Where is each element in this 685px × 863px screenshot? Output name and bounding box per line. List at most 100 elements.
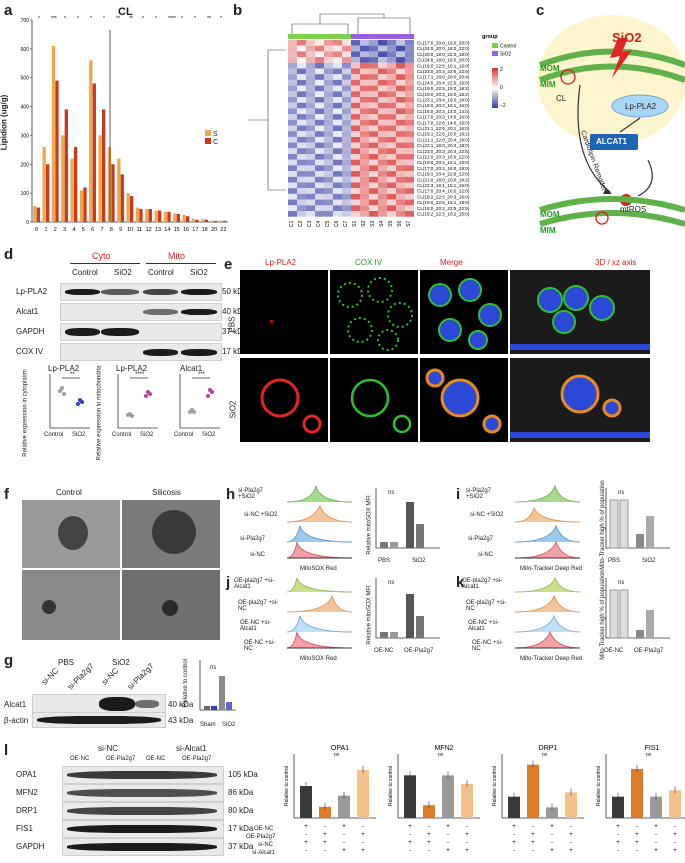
- heatmap-cell: [387, 136, 396, 143]
- heatmap-cell: [333, 79, 342, 86]
- bar-c: [167, 211, 171, 222]
- y-axis-label: Relative to control: [492, 766, 498, 806]
- group-cell: [306, 34, 315, 39]
- heatmap-cell: [306, 142, 315, 149]
- heatmap-cell: [324, 176, 333, 183]
- heatmap-cell: [333, 102, 342, 109]
- cyto-label: Cyto: [92, 251, 111, 261]
- x-axis-label: Mito-Tracker Deep Red: [520, 656, 583, 662]
- heatmap-cell: [306, 68, 315, 75]
- heatmap-cell: [378, 45, 387, 52]
- heatmap-cell: [378, 148, 387, 154]
- bar-c: [120, 174, 124, 222]
- heatmap-cell: [324, 165, 333, 172]
- cond-sign: -: [362, 840, 364, 846]
- row-label: si-NC: [478, 552, 493, 558]
- lane-4: SiO2: [190, 268, 208, 277]
- ns-label: ns: [388, 580, 395, 586]
- bar: [565, 792, 577, 818]
- heatmap-cell: [405, 211, 414, 217]
- lane-2: SiO2: [114, 268, 132, 277]
- col-label: S4: [379, 220, 385, 226]
- bar-s: [98, 135, 102, 222]
- row-label: CL(17:0_20:4_16:0_22:0): [417, 189, 470, 194]
- heatmap-cell: [306, 91, 315, 97]
- group-cell: [288, 34, 297, 39]
- heatmap-cell: [351, 91, 360, 97]
- row-label: OE-pla2g7 +si-NC: [238, 600, 279, 612]
- heatmap-cell: [396, 136, 405, 143]
- heatmap-cell: [297, 74, 306, 80]
- heatmap-cell: [297, 108, 306, 115]
- heatmap-cell: [396, 57, 405, 63]
- heatmap-cell: [324, 125, 333, 132]
- heatmap-cell: [333, 142, 342, 149]
- sig-mark: **: [116, 16, 120, 22]
- heatmap-cell: [306, 79, 315, 86]
- heatmap-cell: [288, 74, 297, 80]
- heatmap-cell: [297, 199, 306, 206]
- heatmap-cell: [396, 211, 405, 217]
- cond-sign: -: [570, 840, 572, 846]
- cond-label: OE-Pla2g7: [246, 834, 276, 840]
- blot-gapdh: [60, 323, 222, 341]
- cond-sign: +: [427, 832, 431, 838]
- heatmap-cell: [306, 62, 315, 69]
- heatmap-cell: [405, 136, 414, 143]
- bar-c: [195, 219, 199, 222]
- heatmap-cell: [387, 79, 396, 86]
- y-axis-label: Relative to control: [596, 766, 602, 806]
- cond-sign: -: [636, 824, 638, 830]
- mechanism-schematic: [537, 15, 685, 227]
- group-label: SiO2: [412, 558, 426, 564]
- alcat1-label: ALCAT1: [596, 137, 627, 146]
- bar-c: [214, 220, 218, 222]
- g-bar-chart: [199, 660, 236, 711]
- heatmap-cell: [333, 205, 342, 211]
- heatmap-cell: [324, 45, 333, 52]
- heatmap-cell: [324, 114, 333, 120]
- heatmap-cell: [360, 102, 369, 109]
- row-label: si-NC +SiO2: [244, 512, 278, 518]
- heatmap-cell: [315, 131, 324, 137]
- row-label: CL(24:0_20:4_22:5_16:0): [417, 80, 470, 85]
- heatmap-cell: [297, 45, 306, 52]
- em-silicosis-high: [122, 570, 220, 640]
- heatmap-cell: [333, 193, 342, 200]
- cond-sign: +: [323, 832, 327, 838]
- heatmap-cell: [333, 131, 342, 137]
- cond-sign: +: [408, 840, 412, 846]
- y-axis-label: Relative to control: [183, 658, 190, 708]
- heatmap-cell: [369, 148, 378, 154]
- heatmap-cell: [342, 165, 351, 172]
- lightning-icon: [610, 38, 632, 78]
- bar-s: [61, 135, 65, 222]
- heatmap-cell: [369, 119, 378, 126]
- heatmap-cell: [324, 136, 333, 143]
- heatmap-cell: [360, 199, 369, 206]
- y-tick-label: 100: [21, 191, 30, 197]
- heatmap-cell: [387, 62, 396, 69]
- panel-label-g: g: [4, 652, 14, 669]
- row-label: CL(24:0_20:0_18:0_22:0): [417, 46, 470, 51]
- row-label: OE-NC +si-Alcat1: [468, 620, 499, 632]
- row-label: CL(19:0_22:5_16:1_18:0): [417, 200, 470, 205]
- heatmap-cell: [396, 165, 405, 172]
- heatmap-cell: [333, 91, 342, 97]
- heatmap-cell: [396, 91, 405, 97]
- y-tick-label: 600: [21, 47, 30, 53]
- heatmap-cell: [378, 119, 387, 126]
- heatmap-cell: [297, 171, 306, 177]
- heatmap-cell: [342, 142, 351, 149]
- heatmap-cell: [333, 114, 342, 120]
- heatmap-cell: [387, 85, 396, 92]
- heatmap-cell: [351, 45, 360, 52]
- group-cell: [360, 34, 369, 39]
- heatmap-cell: [333, 108, 342, 115]
- heatmap-cell: [324, 188, 333, 194]
- heatmap-cell: [378, 193, 387, 200]
- heatmap-cell: [342, 102, 351, 109]
- y-tick-label: 700: [21, 18, 30, 24]
- heatmap-cell: [306, 57, 315, 63]
- chart-title: FIS1: [645, 745, 660, 752]
